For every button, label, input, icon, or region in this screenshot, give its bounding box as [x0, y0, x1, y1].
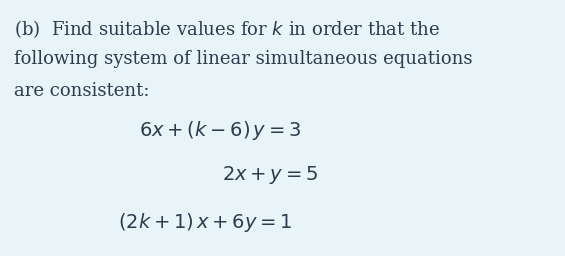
Text: $6x + (k-6)\,y = 3$: $6x + (k-6)\,y = 3$: [139, 119, 301, 142]
Text: $(2k+1)\,x + 6y = 1$: $(2k+1)\,x + 6y = 1$: [118, 210, 292, 233]
Text: following system of linear simultaneous equations: following system of linear simultaneous …: [14, 50, 472, 68]
Text: $2x + y = 5$: $2x + y = 5$: [222, 164, 318, 186]
Text: are consistent:: are consistent:: [14, 82, 150, 100]
Text: (b)  Find suitable values for $k$ in order that the: (b) Find suitable values for $k$ in orde…: [14, 18, 440, 40]
